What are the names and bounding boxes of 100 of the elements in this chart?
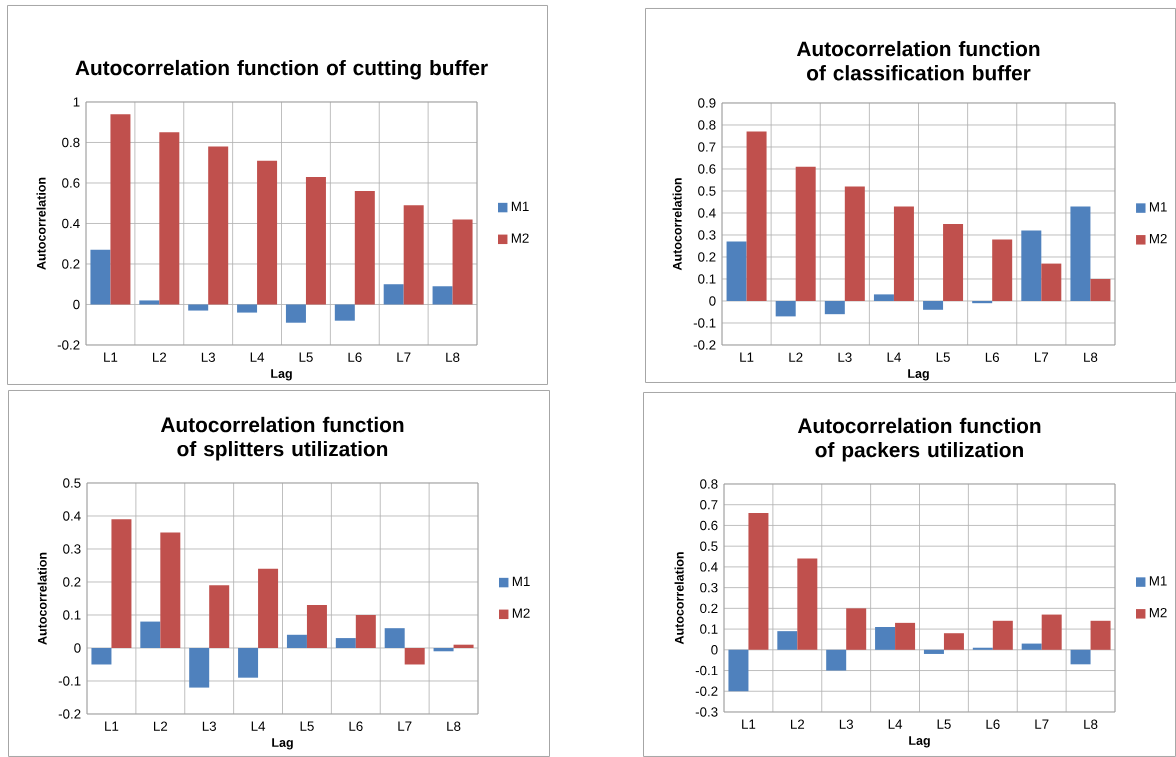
bar <box>160 532 181 648</box>
bar <box>826 649 847 671</box>
x-tick-label: L7 <box>1034 352 1049 362</box>
bar <box>306 605 327 648</box>
y-tick-label: -0.1 <box>695 665 718 676</box>
y-tick-label: 0 <box>74 643 81 653</box>
bar <box>923 649 944 654</box>
bar <box>992 239 1013 301</box>
bar <box>159 132 180 305</box>
bar <box>824 300 845 315</box>
x-tick-label: L5 <box>299 352 313 362</box>
y-tick-label: -0.2 <box>57 340 80 350</box>
legend-label: M1 <box>511 201 529 211</box>
y-axis-title: Autocorrelation <box>672 178 682 271</box>
bar <box>334 304 355 321</box>
bar <box>1070 206 1091 301</box>
x-tick-label: L7 <box>1035 719 1049 729</box>
legend-label: M1 <box>1149 202 1167 212</box>
bar <box>873 294 894 301</box>
y-tick-label: 0.8 <box>62 137 80 148</box>
bar <box>943 633 964 650</box>
y-tick-label: 0.7 <box>700 500 718 510</box>
bar <box>797 558 818 650</box>
bar <box>795 166 816 301</box>
y-tick-label: 0.7 <box>698 142 716 152</box>
y-tick-label: -0.1 <box>693 318 716 328</box>
bar <box>433 647 454 652</box>
x-tick-label: L1 <box>105 721 119 731</box>
x-tick-label: L3 <box>839 719 854 729</box>
bar <box>404 647 425 665</box>
bar <box>992 620 1013 650</box>
y-tick-label: -0.2 <box>58 709 81 719</box>
bar <box>748 513 769 650</box>
bar <box>1021 643 1042 650</box>
bar <box>403 205 424 305</box>
y-tick-label: 0.3 <box>700 582 718 593</box>
bar <box>453 644 474 648</box>
bar <box>895 622 916 650</box>
bar <box>875 627 896 650</box>
y-tick-label: 0.3 <box>698 230 716 240</box>
y-tick-label: 0.6 <box>698 164 716 174</box>
x-tick-label: L3 <box>201 352 216 362</box>
y-tick-label: 0 <box>73 299 80 310</box>
bar <box>354 191 375 305</box>
x-tick-label: L4 <box>888 719 903 729</box>
y-tick-label: 0.1 <box>700 624 718 634</box>
x-tick-label: L4 <box>251 721 266 731</box>
x-tick-label: L5 <box>300 721 314 731</box>
x-tick-label: L3 <box>838 352 852 362</box>
y-tick-label: 0.2 <box>698 252 716 262</box>
y-tick-label: 1 <box>73 97 80 107</box>
bar <box>139 300 160 305</box>
chart-title: Autocorrelation function of packers utilization <box>797 417 1041 462</box>
y-tick-label: -0.1 <box>58 676 81 686</box>
x-tick-label: L7 <box>397 352 411 362</box>
x-tick-label: L2 <box>789 352 803 362</box>
bar <box>777 631 798 650</box>
x-tick-label: L5 <box>937 719 951 729</box>
legend-label: M2 <box>511 233 529 243</box>
y-tick-label: 0.6 <box>700 520 718 531</box>
bar <box>452 219 473 305</box>
bar <box>208 146 229 305</box>
legend-label: M2 <box>512 608 530 618</box>
bar <box>844 186 865 301</box>
x-axis-title: Lag <box>908 369 929 381</box>
bar <box>237 304 258 313</box>
bar <box>432 286 453 305</box>
y-tick-label: 0.2 <box>63 577 81 587</box>
legend-label: M2 <box>1149 233 1167 244</box>
y-axis-title: Autocorrelation <box>37 552 47 645</box>
y-tick-label: 0.9 <box>698 98 716 108</box>
bar <box>846 608 867 650</box>
y-tick-label: 0.4 <box>700 562 718 572</box>
x-tick-label: L6 <box>349 721 363 731</box>
y-tick-label: 0.8 <box>700 479 718 489</box>
y-tick-label: 0.2 <box>700 603 718 614</box>
x-tick-label: L8 <box>1084 719 1098 729</box>
bar <box>209 585 230 648</box>
bar <box>893 206 914 301</box>
bar <box>1021 230 1042 301</box>
x-tick-label: L1 <box>104 352 118 362</box>
x-tick-label: L3 <box>202 721 217 731</box>
x-axis-title: Lag <box>909 736 930 748</box>
bar <box>972 647 993 650</box>
bar <box>726 241 747 301</box>
x-axis-title: Lag <box>272 738 293 750</box>
bar <box>257 160 278 305</box>
bar <box>943 223 964 301</box>
y-tick-label: 0.4 <box>698 208 716 218</box>
bar <box>305 176 326 305</box>
bar <box>285 304 306 323</box>
bar <box>775 300 796 317</box>
x-tick-label: L2 <box>153 352 167 362</box>
bar <box>258 568 279 648</box>
x-tick-label: L1 <box>742 719 756 729</box>
y-tick-label: -0.2 <box>695 686 718 696</box>
bar <box>238 647 259 678</box>
legend-label: M2 <box>1149 607 1167 618</box>
y-tick-label: 0.2 <box>62 259 80 269</box>
bar <box>923 300 944 310</box>
